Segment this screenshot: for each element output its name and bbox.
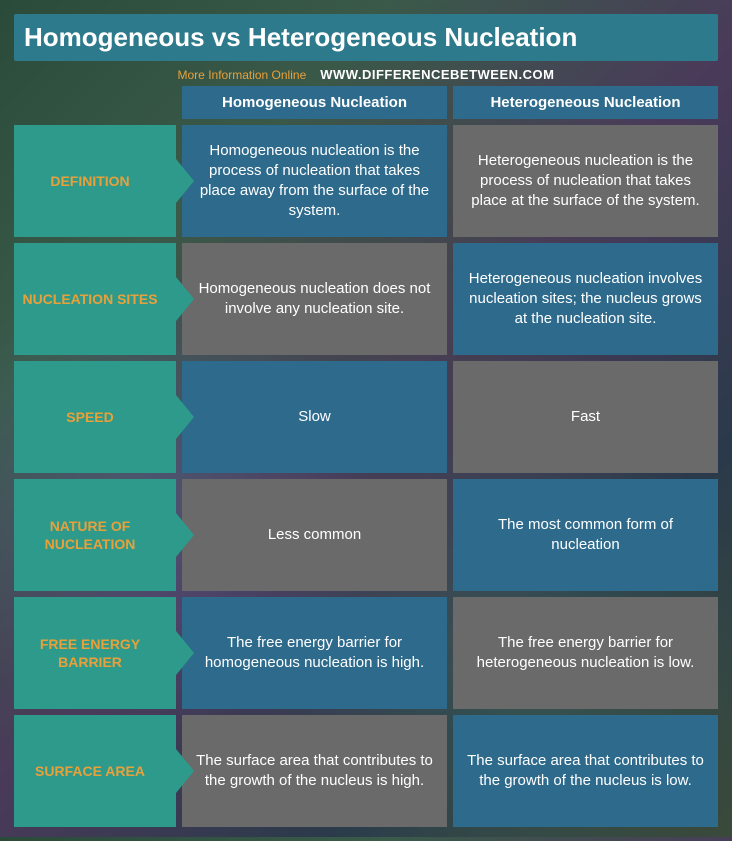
cell-heterogeneous: The most common form of nucleation [453,479,718,591]
infographic-container: Homogeneous vs Heterogeneous Nucleation … [0,0,732,841]
grid-spacer [14,86,176,119]
row-label: SPEED [14,361,176,473]
comparison-grid: Homogeneous Nucleation Heterogeneous Nuc… [14,86,718,827]
row-label: SURFACE AREA [14,715,176,827]
cell-heterogeneous: Heterogeneous nucleation is the process … [453,125,718,237]
subtitle-left: More Information Online [178,68,307,82]
cell-heterogeneous: Fast [453,361,718,473]
subtitle-right: WWW.DIFFERENCEBETWEEN.COM [320,67,554,82]
cell-heterogeneous: Heterogeneous nucleation involves nuclea… [453,243,718,355]
cell-homogeneous: Less common [182,479,447,591]
cell-homogeneous: The surface area that contributes to the… [182,715,447,827]
cell-homogeneous: Homogeneous nucleation is the process of… [182,125,447,237]
cell-homogeneous: Homogeneous nucleation does not involve … [182,243,447,355]
cell-homogeneous: The free energy barrier for homogeneous … [182,597,447,709]
column-header-heterogeneous: Heterogeneous Nucleation [453,86,718,119]
subtitle-bar: More Information Online WWW.DIFFERENCEBE… [14,61,718,86]
row-label: NATURE OF NUCLEATION [14,479,176,591]
row-label: DEFINITION [14,125,176,237]
cell-homogeneous: Slow [182,361,447,473]
page-title: Homogeneous vs Heterogeneous Nucleation [14,14,718,61]
column-header-homogeneous: Homogeneous Nucleation [182,86,447,119]
cell-heterogeneous: The free energy barrier for heterogeneou… [453,597,718,709]
row-label: FREE ENERGY BARRIER [14,597,176,709]
cell-heterogeneous: The surface area that contributes to the… [453,715,718,827]
row-label: NUCLEATION SITES [14,243,176,355]
